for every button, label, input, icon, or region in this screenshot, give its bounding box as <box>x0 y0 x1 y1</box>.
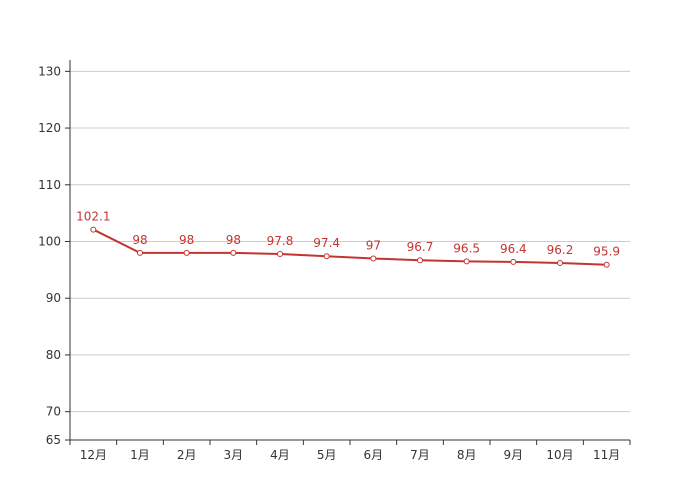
data-point <box>230 249 237 256</box>
data-label: 98 <box>179 233 194 247</box>
data-labels: 102.1 98 98 98 97.8 97.4 97 96.7 96.5 96.4 96.2 95.… <box>76 210 620 259</box>
x-tick-label: 2月 <box>177 448 197 462</box>
x-tick-label: 4月 <box>270 448 290 462</box>
x-tick-label: 7月 <box>410 448 430 462</box>
data-point <box>417 257 423 264</box>
data-point <box>277 250 283 257</box>
x-tick-label: 8月 <box>457 448 477 462</box>
data-point <box>557 260 563 267</box>
data-point <box>463 258 470 265</box>
axes: 65 70 80 90 100 110 120 130 12月 1月 2月 3月 4月 5月 6月 7月 8月 9… <box>38 60 631 462</box>
y-tick-label: 120 <box>38 121 61 135</box>
data-label: 98 <box>226 233 241 247</box>
y-tick-label: 130 <box>38 64 61 78</box>
data-point <box>510 258 517 265</box>
x-tick-label: 11月 <box>593 448 620 462</box>
series-line <box>92 228 607 266</box>
data-label: 97.4 <box>313 236 340 250</box>
x-tick-label: 9月 <box>504 448 524 462</box>
data-label: 97 <box>366 239 381 253</box>
data-point <box>603 261 610 268</box>
data-label: 96.4 <box>500 242 527 256</box>
data-point <box>137 249 143 256</box>
x-tick-label: 10月 <box>546 448 573 462</box>
data-label: 97.8 <box>267 234 294 248</box>
x-tick-label: 3月 <box>224 448 244 462</box>
y-tick-label: 90 <box>46 291 61 305</box>
data-label: 102.1 <box>76 210 110 224</box>
data-point <box>183 249 190 256</box>
x-tick-label: 12月 <box>80 448 107 462</box>
y-tick-label: 65 <box>46 433 61 447</box>
x-tick-label: 5月 <box>317 448 337 462</box>
data-label: 96.7 <box>407 240 434 254</box>
data-label: 98 <box>132 233 147 247</box>
y-tick-label: 100 <box>38 234 61 248</box>
data-label: 96.5 <box>453 241 480 255</box>
y-tick-label: 70 <box>46 405 61 419</box>
data-point <box>90 226 97 233</box>
gridlines <box>70 70 630 413</box>
y-tick-label: 110 <box>38 178 61 192</box>
data-label: 96.2 <box>547 243 574 257</box>
data-label: 95.9 <box>593 245 620 259</box>
x-tick-label: 1月 <box>130 448 150 462</box>
data-point <box>370 255 377 262</box>
y-tick-label: 80 <box>46 348 61 362</box>
data-point <box>323 253 330 260</box>
series <box>90 226 610 268</box>
x-tick-label: 6月 <box>364 448 384 462</box>
